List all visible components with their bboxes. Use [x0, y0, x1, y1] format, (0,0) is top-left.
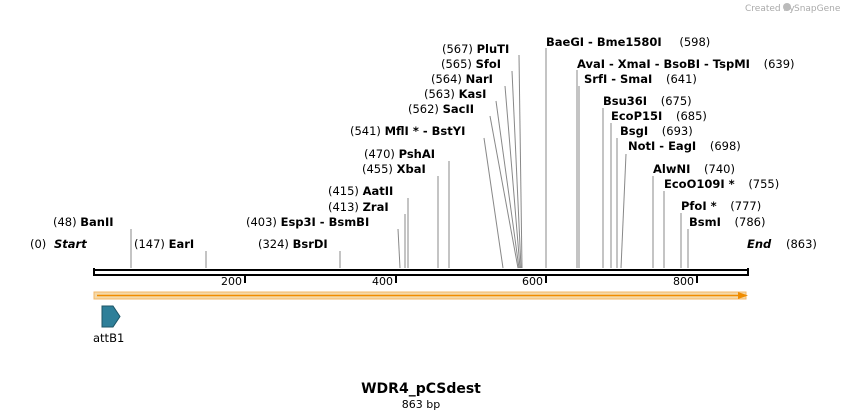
site-sacii[interactable]: (562) SacII: [408, 102, 474, 116]
site-bsu36i[interactable]: Bsu36I (675): [603, 94, 692, 108]
connector-sacii: [489, 115, 519, 269]
connector-pluti: [518, 54, 523, 269]
site-banii[interactable]: (48) BanII: [53, 215, 114, 229]
site-pfoi[interactable]: PfoI * (777): [681, 199, 761, 213]
connector-nari: [504, 85, 521, 269]
tick-label-600: 600: [522, 275, 543, 288]
site-eari[interactable]: (147) EarI: [134, 237, 194, 251]
site-baegi-bme1580i[interactable]: BaeGI - Bme1580I (598): [546, 35, 710, 49]
tick-label-400: 400: [372, 275, 393, 288]
tick-label-200: 200: [221, 275, 242, 288]
connector-mfli: [483, 137, 504, 269]
connector-kasi: [495, 100, 520, 269]
connector-noti: [620, 153, 627, 269]
site-sfoi[interactable]: (565) SfoI: [441, 57, 501, 71]
attb1-arrow-icon: [101, 305, 121, 328]
start-label: Start: [54, 237, 87, 251]
site-kasi[interactable]: (563) KasI: [424, 87, 486, 101]
credit-text: Created by: [745, 4, 795, 14]
connector-sfoi: [511, 70, 522, 269]
end-label: End: [747, 237, 772, 251]
site-pluti[interactable]: (567) PluTI: [442, 42, 509, 56]
end-position: (863): [786, 237, 817, 251]
orf-arrowhead-icon: [738, 292, 748, 299]
site-connectors: [130, 48, 689, 269]
attb1-label: attB1: [93, 331, 124, 345]
snapgene-logo-icon: [783, 3, 791, 11]
site-bsmi[interactable]: BsmI (786): [689, 215, 765, 229]
site-ecoo109i[interactable]: EcoO109I * (755): [664, 177, 779, 191]
orf-arrow[interactable]: [93, 291, 748, 300]
sequence-title: WDR4_pCSdest: [361, 381, 481, 397]
connector-esp3i: [397, 228, 401, 269]
start-position: (0): [30, 237, 46, 251]
tick-label-800: 800: [673, 275, 694, 288]
credit-brand: SnapGene: [794, 4, 841, 14]
site-nari[interactable]: (564) NarI: [431, 72, 493, 86]
site-alwni[interactable]: AlwNI (740): [653, 162, 735, 176]
site-noti-eagi[interactable]: NotI - EagI (698): [628, 139, 741, 153]
site-mfli-bstyi[interactable]: (541) MflI * - BstYI: [350, 124, 465, 138]
site-bsrdi[interactable]: (324) BsrDI: [258, 237, 328, 251]
site-zrai[interactable]: (413) ZraI: [328, 200, 389, 214]
site-xbai[interactable]: (455) XbaI: [362, 162, 426, 176]
site-esp3i-bsmbi[interactable]: (403) Esp3I - BsmBI: [246, 215, 369, 229]
feature-attb1[interactable]: attB1: [93, 305, 124, 345]
site-bsgi[interactable]: BsgI (693): [620, 124, 693, 138]
sequence-length: 863 bp: [402, 398, 440, 411]
site-srfi-smai[interactable]: SrfI - SmaI (641): [584, 72, 697, 86]
site-aatii[interactable]: (415) AatII: [328, 184, 393, 198]
site-ecop15i[interactable]: EcoP15I (685): [611, 109, 707, 123]
site-pshai[interactable]: (470) PshAI: [364, 147, 435, 161]
site-avai-xmai-bsobi-tspmi[interactable]: AvaI - XmaI - BsoBI - TspMI (639): [577, 57, 795, 71]
sequence-ruler: 200 400 600 800: [93, 268, 749, 288]
